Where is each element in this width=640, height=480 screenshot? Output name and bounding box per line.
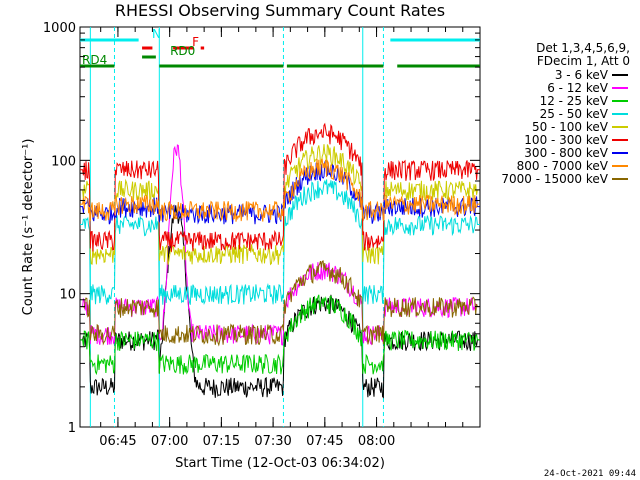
legend-entry: 800 - 7000 keV xyxy=(517,159,609,173)
flag-label: RD4 xyxy=(82,53,107,67)
legend-entry: 7000 - 15000 keV xyxy=(501,172,608,186)
legend-entry: 6 - 12 keV xyxy=(547,81,609,95)
y-axis-label: Count Rate (s⁻¹ detector⁻¹) xyxy=(21,139,36,316)
timestamp: 24-Oct-2021 09:44 xyxy=(544,469,636,479)
series-line xyxy=(80,294,480,376)
legend-entry: 25 - 50 keV xyxy=(540,107,609,121)
series-line xyxy=(80,160,480,225)
flag-label: N xyxy=(152,27,161,41)
chart-title: RHESSI Observing Summary Count Rates xyxy=(115,1,445,20)
legend-entry: 12 - 25 keV xyxy=(540,94,609,108)
x-tick-label: 07:00 xyxy=(151,434,188,449)
y-tick-label: 10 xyxy=(59,288,76,303)
series-line xyxy=(80,205,480,399)
series-line xyxy=(80,144,480,266)
x-tick-label: 07:30 xyxy=(254,434,291,449)
legend-entry: 50 - 100 keV xyxy=(532,120,609,134)
legend-entry: 300 - 800 keV xyxy=(524,146,608,160)
legend-entry: 100 - 300 keV xyxy=(524,133,608,147)
legend-header: FDecim 1, Att 0 xyxy=(537,54,630,68)
x-tick-label: 07:45 xyxy=(306,434,343,449)
y-tick-label: 100 xyxy=(51,154,76,169)
y-tick-label: 1000 xyxy=(43,21,76,36)
plot-frame xyxy=(79,26,481,428)
flag-label: F xyxy=(192,35,199,49)
x-tick-label: 06:45 xyxy=(99,434,136,449)
series-line xyxy=(80,122,480,252)
x-axis-label: Start Time (12-Oct-03 06:34:02) xyxy=(175,456,385,471)
legend-header: Det 1,3,4,5,6,9, xyxy=(536,41,630,55)
series-line xyxy=(80,260,480,347)
y-tick-label: 1 xyxy=(68,421,76,436)
flag-label: RD0 xyxy=(170,44,195,58)
series-line xyxy=(80,179,480,306)
x-tick-label: 07:15 xyxy=(203,434,240,449)
x-tick-label: 08:00 xyxy=(358,434,395,449)
legend-entry: 3 - 6 keV xyxy=(555,68,609,82)
series-line xyxy=(80,158,480,222)
